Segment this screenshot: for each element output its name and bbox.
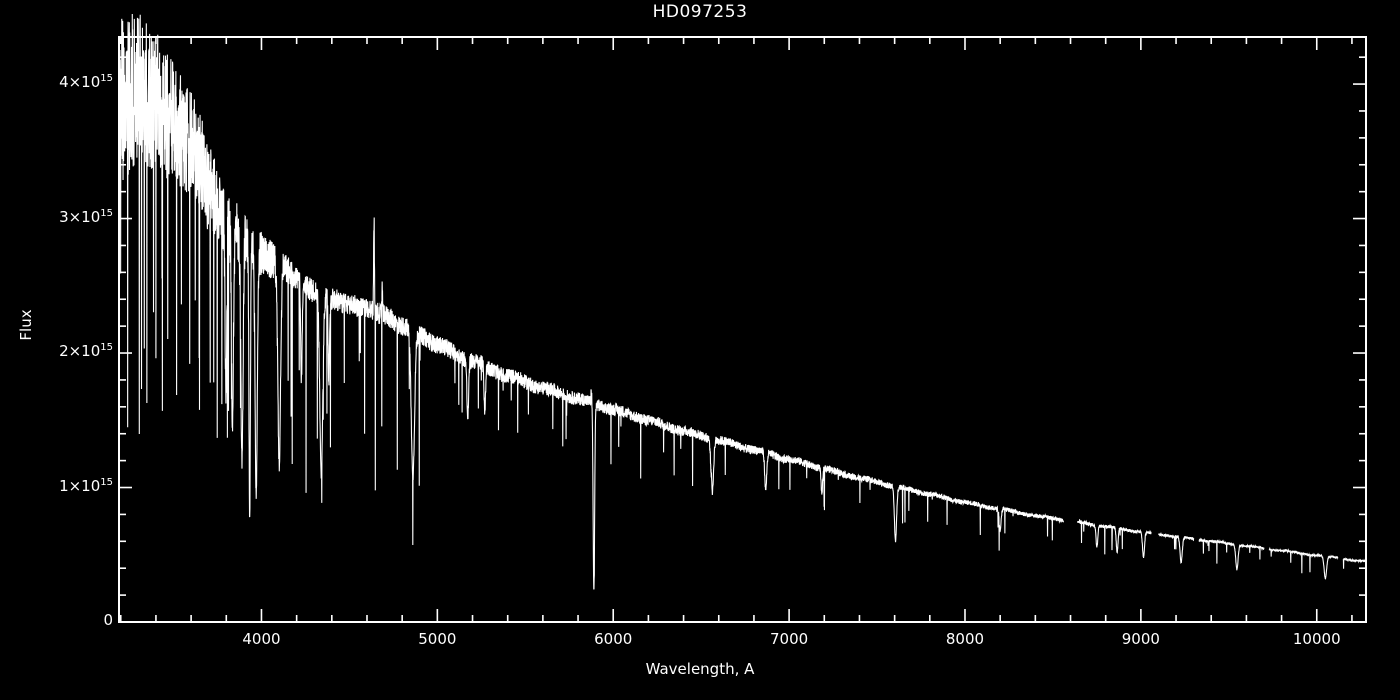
spectrum-trace: [1268, 546, 1339, 580]
plot-frame: [118, 36, 1367, 623]
x-tick-label: 7000: [770, 630, 809, 648]
y-axis-label: Flux: [17, 309, 35, 341]
x-tick-label: 4000: [242, 630, 281, 648]
x-tick-label: 6000: [594, 630, 633, 648]
y-tick-label: 4×1015: [59, 73, 113, 92]
y-tick-label: 3×1015: [59, 207, 113, 226]
spectrum-trace: [1077, 518, 1152, 559]
page-title: HD097253: [652, 2, 748, 22]
x-axis-label: Wavelength, A: [645, 660, 755, 678]
spectrum-trace: [1342, 557, 1367, 569]
x-tick-label: 10000: [1292, 630, 1341, 648]
spectrum-trace: [1158, 531, 1195, 565]
x-tick-label: 8000: [945, 630, 985, 648]
spectrum-trace: [1198, 537, 1265, 571]
y-tick-label: 2×1015: [59, 342, 113, 361]
x-tick-label: 9000: [1121, 630, 1160, 648]
spectrum-trace: [118, 14, 1064, 590]
y-axis-tick-labels: 0 1×1015 2×1015 3×1015 4×1015: [0, 0, 113, 700]
x-tick-label: 5000: [418, 630, 457, 648]
y-tick-label: 1×1015: [59, 476, 113, 495]
y-tick-label: 0: [103, 611, 113, 629]
